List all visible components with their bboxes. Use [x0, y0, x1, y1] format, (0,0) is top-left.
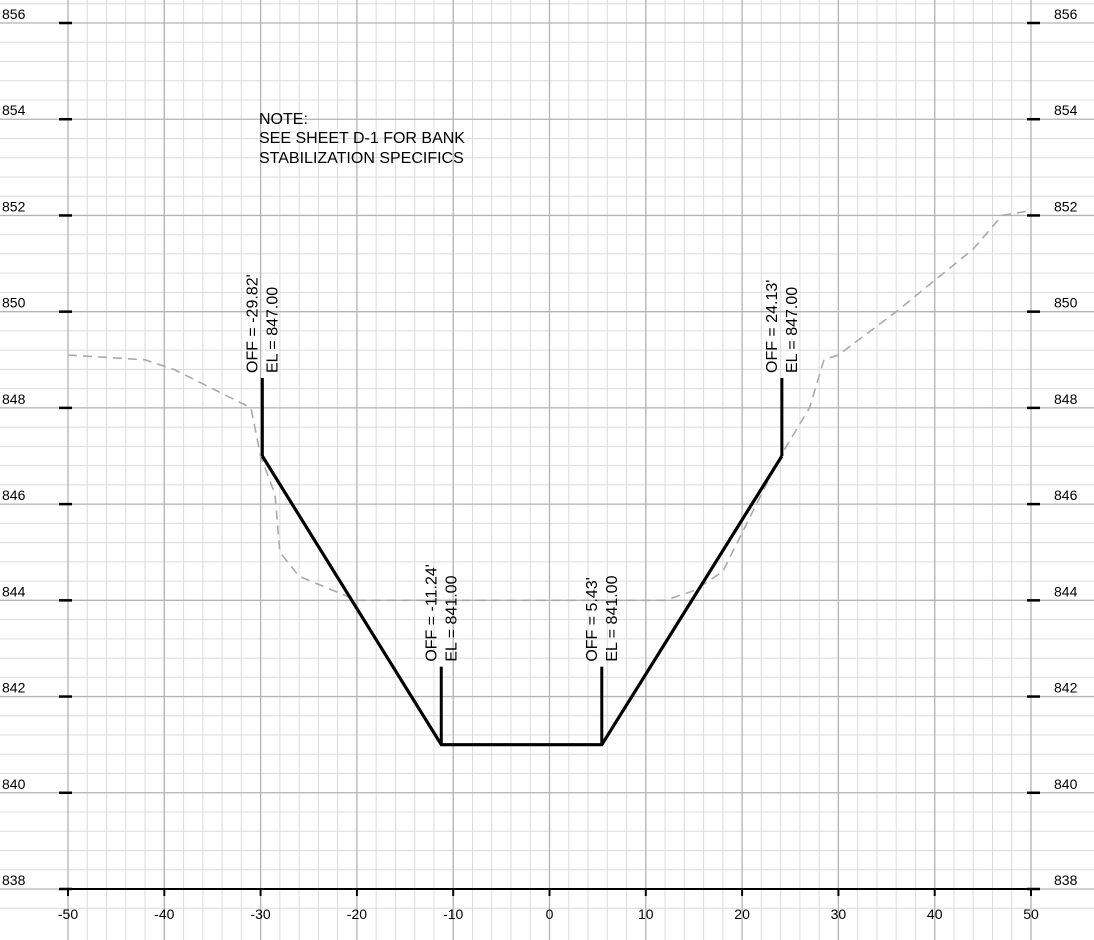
note-block: NOTE: SEE SHEET D-1 FOR BANK STABILIZATI…: [259, 111, 465, 167]
y-tick-label-left: 850: [2, 295, 26, 311]
y-tick-label-right: 846: [1054, 487, 1078, 503]
y-tick-label-left: 844: [2, 583, 26, 599]
x-tick-label: 0: [546, 906, 554, 922]
x-tick-label: -10: [443, 906, 463, 922]
y-tick-label-left: 838: [2, 872, 26, 888]
x-tick-label: 20: [734, 906, 750, 922]
axes: -50 -40 -30 -20 -10 0 10 20 30 40 50 838 838 840 840 84…: [2, 6, 1078, 922]
y-tick-label-left: 856: [2, 6, 26, 22]
y-tick-label-left: 846: [2, 487, 26, 503]
y-tick-label-right: 850: [1054, 295, 1078, 311]
x-tick-label: -30: [250, 906, 270, 922]
y-tick-label-left: 842: [2, 680, 26, 696]
y-tick-label-left: 848: [2, 391, 26, 407]
y-tick-label-right: 854: [1054, 102, 1078, 118]
callout-offset-label: OFF = 24.13': [764, 280, 781, 373]
callout-offset-label: OFF = -11.24': [423, 564, 440, 661]
y-tick-label-left: 854: [2, 102, 26, 118]
callout-offset-label: OFF = -29.82': [244, 274, 261, 373]
y-tick-label-right: 852: [1054, 198, 1078, 214]
x-tick-label: -40: [154, 906, 174, 922]
callout-elevation-label: EL = 841.00: [604, 575, 621, 661]
y-tick-label-right: 840: [1054, 776, 1078, 792]
existing-ground-line: [67, 209, 1032, 602]
note-line: STABILIZATION SPECIFICS: [259, 150, 464, 167]
x-tick-label: 50: [1023, 906, 1039, 922]
y-tick-label-right: 838: [1054, 872, 1078, 888]
y-tick-label-right: 856: [1054, 6, 1078, 22]
x-tick-label: 10: [638, 906, 654, 922]
series-layer: [67, 209, 1032, 747]
x-tick-label: -50: [58, 906, 78, 922]
proposed-section-line: [260, 455, 784, 747]
y-tick-label-left: 852: [2, 198, 26, 214]
y-tick-label-right: 842: [1054, 680, 1078, 696]
callout-elevation-label: EL = 841.00: [443, 575, 460, 661]
y-tick-label-right: 844: [1054, 583, 1078, 599]
note-line: SEE SHEET D-1 FOR BANK: [259, 130, 465, 147]
callout-elevation-label: EL = 847.00: [784, 287, 801, 373]
x-tick-label: 40: [927, 906, 943, 922]
y-tick-label-right: 848: [1054, 391, 1078, 407]
x-tick-label: -20: [347, 906, 367, 922]
note-line: NOTE:: [259, 111, 308, 128]
x-tick-label: 30: [831, 906, 847, 922]
y-tick-label-left: 840: [2, 776, 26, 792]
callout-elevation-label: EL = 847.00: [264, 287, 281, 373]
callout-offset-label: OFF = 5.43': [584, 577, 601, 661]
